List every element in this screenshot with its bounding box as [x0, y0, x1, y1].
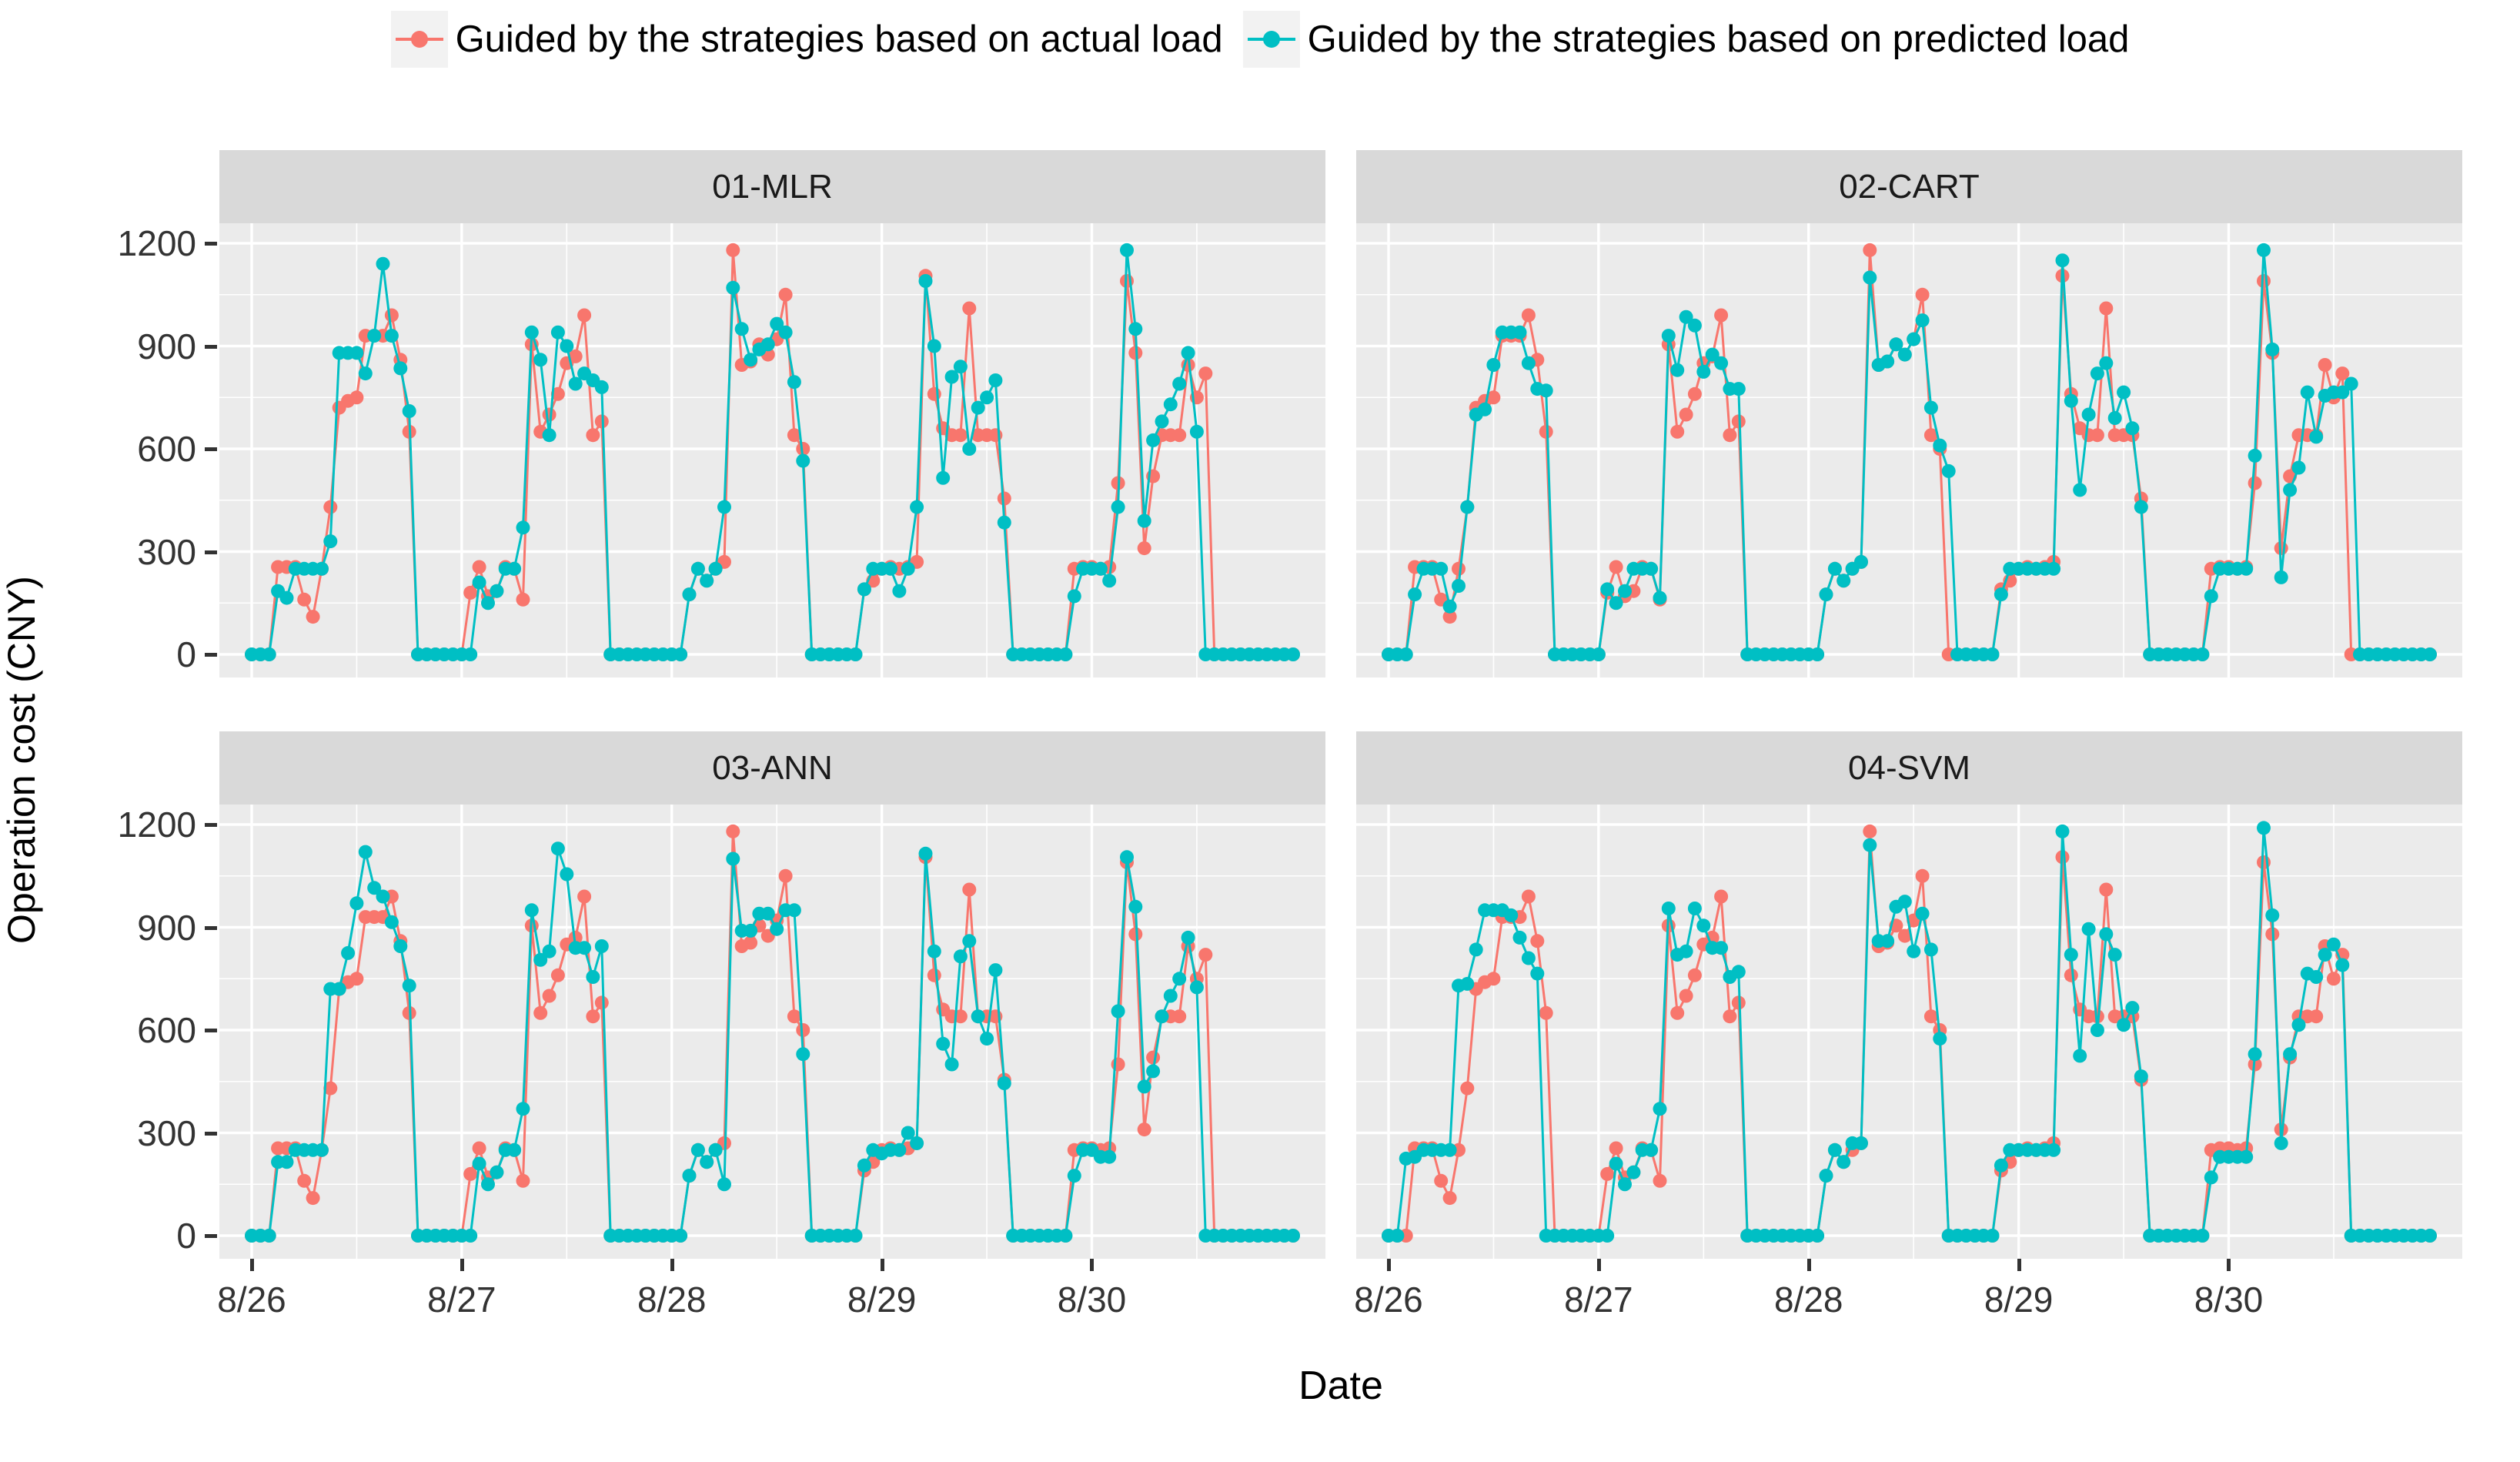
facet-strip-02-CART: 02-CART — [1356, 150, 2462, 223]
facet-strip-01-MLR: 01-MLR — [219, 150, 1325, 223]
x-tick-label: 8/30 — [2194, 1280, 2264, 1320]
x-tick-label: 8/26 — [1354, 1280, 1423, 1320]
y-tick-label: 1200 — [117, 223, 196, 263]
x-tick-mark — [250, 1259, 254, 1271]
y-tick-mark — [205, 653, 217, 657]
x-tick-label: 8/28 — [637, 1280, 707, 1320]
x-tick-label: 8/29 — [1984, 1280, 2054, 1320]
y-tick-mark — [205, 823, 217, 827]
y-tick-mark — [205, 550, 217, 554]
y-tick-label: 0 — [176, 634, 196, 674]
y-tick-label: 300 — [137, 531, 196, 572]
x-tick-mark — [460, 1259, 464, 1271]
y-tick-label: 900 — [137, 326, 196, 366]
actual-series-key-icon — [390, 11, 448, 68]
y-tick-mark — [205, 1131, 217, 1136]
legend-label-predicted: Guided by the strategies based on predic… — [1307, 18, 2130, 60]
y-tick-mark — [205, 1029, 217, 1032]
legend: Guided by the strategies based on actual… — [0, 11, 2520, 68]
x-tick-mark — [2017, 1259, 2021, 1271]
y-tick-label: 0 — [176, 1216, 196, 1256]
facet-title: 01-MLR — [712, 167, 833, 206]
legend-label-actual: Guided by the strategies based on actual… — [455, 18, 1223, 60]
x-tick-mark — [670, 1259, 674, 1271]
x-tick-mark — [1806, 1259, 1811, 1271]
x-tick-label: 8/27 — [427, 1280, 496, 1320]
legend-item-actual: Guided by the strategies based on actual… — [390, 11, 1223, 68]
y-tick-label: 600 — [137, 429, 196, 469]
predicted-series-key-icon — [1242, 11, 1300, 68]
y-tick-mark — [205, 447, 217, 451]
predicted-key-glyph-icon — [1247, 31, 1295, 48]
x-tick-label: 8/29 — [847, 1280, 917, 1320]
x-tick-mark — [1387, 1259, 1391, 1271]
x-tick-mark — [1596, 1259, 1601, 1271]
y-tick-label: 1200 — [117, 805, 196, 845]
facet-strip-04-SVM: 04-SVM — [1356, 731, 2462, 805]
panel-03-ANN — [219, 805, 1325, 1259]
y-tick-mark — [205, 344, 217, 349]
facet-title: 03-ANN — [712, 748, 833, 787]
facet-strip-03-ANN: 03-ANN — [219, 731, 1325, 805]
y-tick-label: 900 — [137, 907, 196, 948]
y-axis-title: Operation cost (CNY) — [0, 576, 43, 944]
panel-02-CART — [1356, 223, 2462, 677]
y-tick-label: 600 — [137, 1010, 196, 1050]
panel-01-MLR — [219, 223, 1325, 677]
y-tick-mark — [205, 925, 217, 930]
x-tick-mark — [2227, 1259, 2231, 1271]
facet-title: 02-CART — [1839, 167, 1980, 206]
x-axis-title: Date — [1298, 1363, 1383, 1408]
facet-title: 04-SVM — [1848, 748, 1970, 787]
y-tick-mark — [205, 242, 217, 246]
x-tick-label: 8/27 — [1564, 1280, 1633, 1320]
y-tick-mark — [205, 1234, 217, 1238]
x-tick-label: 8/30 — [1057, 1280, 1127, 1320]
x-tick-label: 8/28 — [1773, 1280, 1843, 1320]
x-tick-mark — [1090, 1259, 1095, 1271]
actual-key-glyph-icon — [395, 31, 443, 48]
legend-item-predicted: Guided by the strategies based on predic… — [1242, 11, 2130, 68]
x-tick-mark — [880, 1259, 884, 1271]
x-tick-label: 8/26 — [217, 1280, 286, 1320]
y-tick-label: 300 — [137, 1112, 196, 1153]
panel-04-SVM — [1356, 805, 2462, 1259]
